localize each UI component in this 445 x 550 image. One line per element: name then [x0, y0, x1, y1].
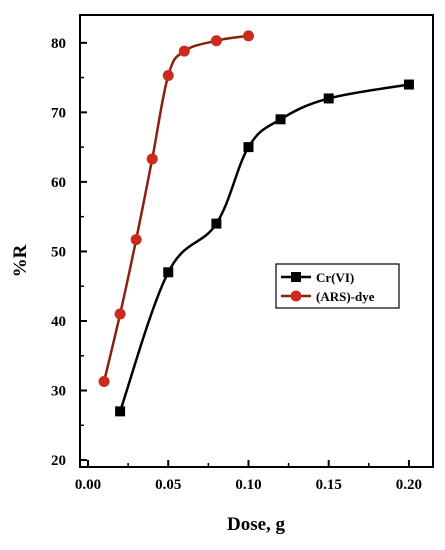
x-tick-label: 0.05	[155, 477, 181, 493]
data-point	[243, 142, 254, 153]
legend-label: Cr(VI)	[316, 270, 354, 285]
data-point	[275, 114, 286, 125]
legend-label: (ARS)-dye	[316, 289, 375, 304]
y-tick-label: 40	[51, 314, 66, 330]
data-point	[115, 406, 126, 417]
series-layer	[98, 30, 414, 417]
data-point	[323, 93, 334, 104]
series-line	[118, 83, 410, 412]
x-tick-label: 0.20	[396, 477, 422, 493]
y-tick-label: 70	[51, 105, 66, 121]
legend: Cr(VI) (ARS)-dye	[275, 263, 400, 309]
data-point	[211, 218, 222, 229]
data-point	[210, 35, 222, 47]
y-tick-label: 20	[51, 453, 66, 469]
x-tick-label: 0.15	[316, 477, 342, 493]
data-point	[178, 45, 190, 57]
data-point	[242, 30, 254, 42]
x-tick-label: 0.10	[235, 477, 261, 493]
x-axis-title: Dose, g	[227, 514, 286, 535]
data-point	[163, 267, 174, 278]
series-line	[102, 34, 249, 382]
axes	[79, 14, 434, 468]
legend-box	[275, 263, 400, 309]
data-point	[403, 79, 414, 90]
y-tick-label: 60	[51, 175, 66, 191]
series-1	[115, 79, 414, 417]
x-tick-label: 0.00	[75, 477, 101, 493]
plot-frame	[79, 14, 434, 468]
data-point	[130, 234, 142, 246]
data-point	[146, 153, 158, 165]
y-tick-label: 80	[51, 36, 66, 52]
y-axis-title: %R	[10, 244, 31, 277]
series-2	[98, 30, 254, 387]
legend-marker	[290, 290, 302, 302]
data-point	[98, 375, 110, 387]
data-point	[114, 308, 126, 320]
data-point	[162, 69, 174, 81]
legend-marker	[291, 272, 301, 282]
y-tick-label: 50	[51, 244, 66, 260]
y-tick-label: 30	[51, 384, 66, 400]
ticks: 0.00 0.05 0.10 0.15 0.20 20 30 40 50 60 70 80	[51, 36, 422, 493]
